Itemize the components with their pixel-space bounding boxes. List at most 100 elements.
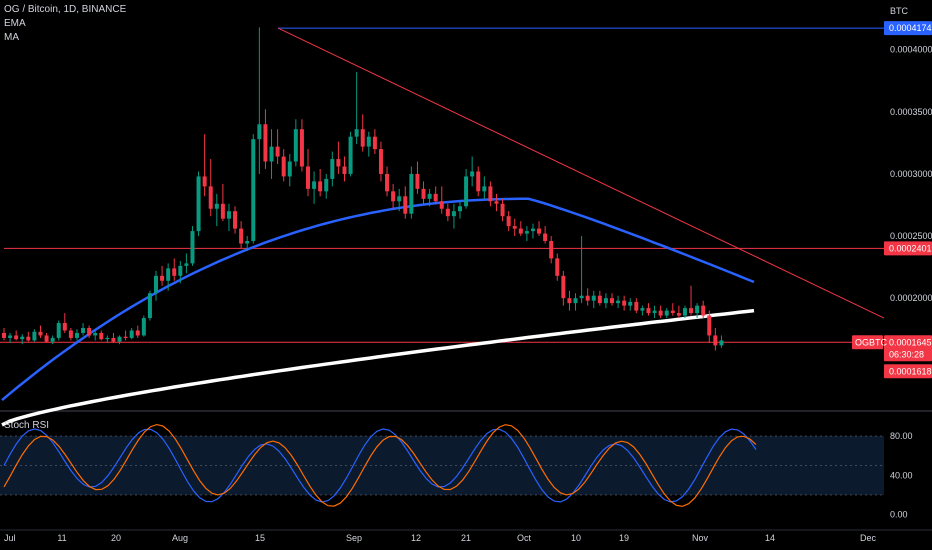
ma-line	[1, 308, 755, 427]
candle-body	[676, 313, 681, 316]
low-tag-label: 0.0001618	[889, 366, 932, 376]
candle-body	[147, 293, 152, 319]
high-tag	[884, 21, 932, 36]
candle-body	[476, 171, 481, 192]
candle-body	[409, 173, 414, 214]
time-tick-label: 21	[461, 533, 471, 543]
currency-label: BTC	[890, 6, 908, 16]
candle-body	[226, 211, 231, 219]
candle-body	[14, 335, 19, 340]
candle-body	[166, 268, 171, 281]
candle-body	[184, 263, 189, 266]
candle-body	[634, 301, 639, 311]
candle-body	[415, 173, 420, 189]
time-tick-label: Sep	[346, 533, 362, 543]
low-tag	[884, 364, 932, 379]
candle-body	[172, 268, 177, 276]
time-tick-label: 14	[765, 533, 775, 543]
price-tick-label: 0.0003000	[890, 169, 932, 179]
candle-body	[287, 161, 292, 177]
candle-body	[670, 310, 675, 314]
candle-body	[257, 124, 262, 140]
candle-body	[239, 228, 244, 244]
candle-body	[105, 337, 110, 340]
candle-body	[482, 186, 487, 192]
candle-body	[220, 203, 225, 219]
candle-body	[391, 191, 396, 202]
symbol-tag-label: OGBTC	[855, 337, 888, 347]
stoch-k-line	[3, 428, 757, 503]
candle-body	[245, 241, 250, 244]
candle-body	[74, 332, 79, 338]
candle-body	[530, 228, 535, 232]
candle-body	[427, 193, 432, 199]
candle-body	[62, 323, 67, 331]
time-tick-label: 12	[411, 533, 421, 543]
candle-body	[549, 241, 554, 259]
candle-body	[616, 300, 621, 304]
candle-body	[129, 330, 134, 338]
candle-body	[178, 265, 183, 276]
candle-body	[713, 335, 718, 346]
time-tick-label: 15	[255, 533, 265, 543]
candle-body	[93, 332, 98, 336]
candle-body	[360, 129, 365, 147]
time-tick-label: Oct	[517, 533, 532, 543]
descending-trendline	[277, 27, 885, 319]
candle-body	[591, 295, 596, 301]
candle-body	[640, 308, 645, 311]
candle-body	[488, 186, 493, 202]
candle-body	[160, 275, 165, 281]
candle-body	[281, 156, 286, 177]
candle-body	[81, 328, 86, 333]
candle-body	[269, 146, 274, 162]
current-price-tag	[884, 335, 932, 362]
candle-body	[56, 323, 61, 338]
symbol-tag	[852, 335, 883, 350]
ema-line	[1, 197, 755, 402]
candle-body	[2, 332, 6, 338]
time-tick-label: Dec	[860, 533, 877, 543]
candle-body	[597, 295, 602, 304]
price-tick-label: 0.0002500	[890, 231, 932, 241]
candle-body	[8, 335, 13, 338]
candle-body	[354, 129, 359, 137]
candle-body	[20, 336, 25, 340]
price-tick-label: 0.0003500	[890, 107, 932, 117]
candle-body	[701, 305, 706, 316]
candle-body	[458, 206, 462, 212]
candle-body	[689, 308, 694, 314]
candle-body	[464, 176, 469, 207]
candle-body	[99, 332, 104, 340]
candle-body	[470, 171, 475, 177]
candle-body	[378, 149, 383, 174]
candle-body	[111, 337, 116, 342]
candle-body	[275, 146, 280, 157]
candle-body	[385, 173, 390, 192]
candle-body	[524, 231, 529, 234]
candle-body	[38, 331, 43, 336]
candle-body	[719, 340, 724, 346]
candle-body	[561, 275, 566, 299]
candle-body	[695, 305, 700, 314]
time-tick-label: Aug	[172, 533, 188, 543]
candle-body	[299, 129, 304, 167]
candle-body	[610, 298, 614, 304]
candle-body	[372, 136, 377, 150]
time-tick-label: 11	[57, 533, 66, 543]
candle-body	[506, 216, 511, 227]
candle-body	[682, 308, 687, 316]
candle-body	[318, 181, 323, 192]
ema-legend: EMA	[4, 18, 26, 29]
candle-body	[263, 124, 268, 162]
candle-body	[500, 203, 505, 217]
candle-body	[439, 201, 444, 209]
candle-body	[646, 308, 651, 314]
time-tick-label: 19	[619, 533, 629, 543]
candle-body	[214, 203, 219, 209]
candle-body	[518, 228, 523, 234]
candle-body	[32, 331, 37, 341]
current-price-tag-label: 0.0001645	[889, 337, 932, 347]
candle-body	[44, 335, 49, 342]
